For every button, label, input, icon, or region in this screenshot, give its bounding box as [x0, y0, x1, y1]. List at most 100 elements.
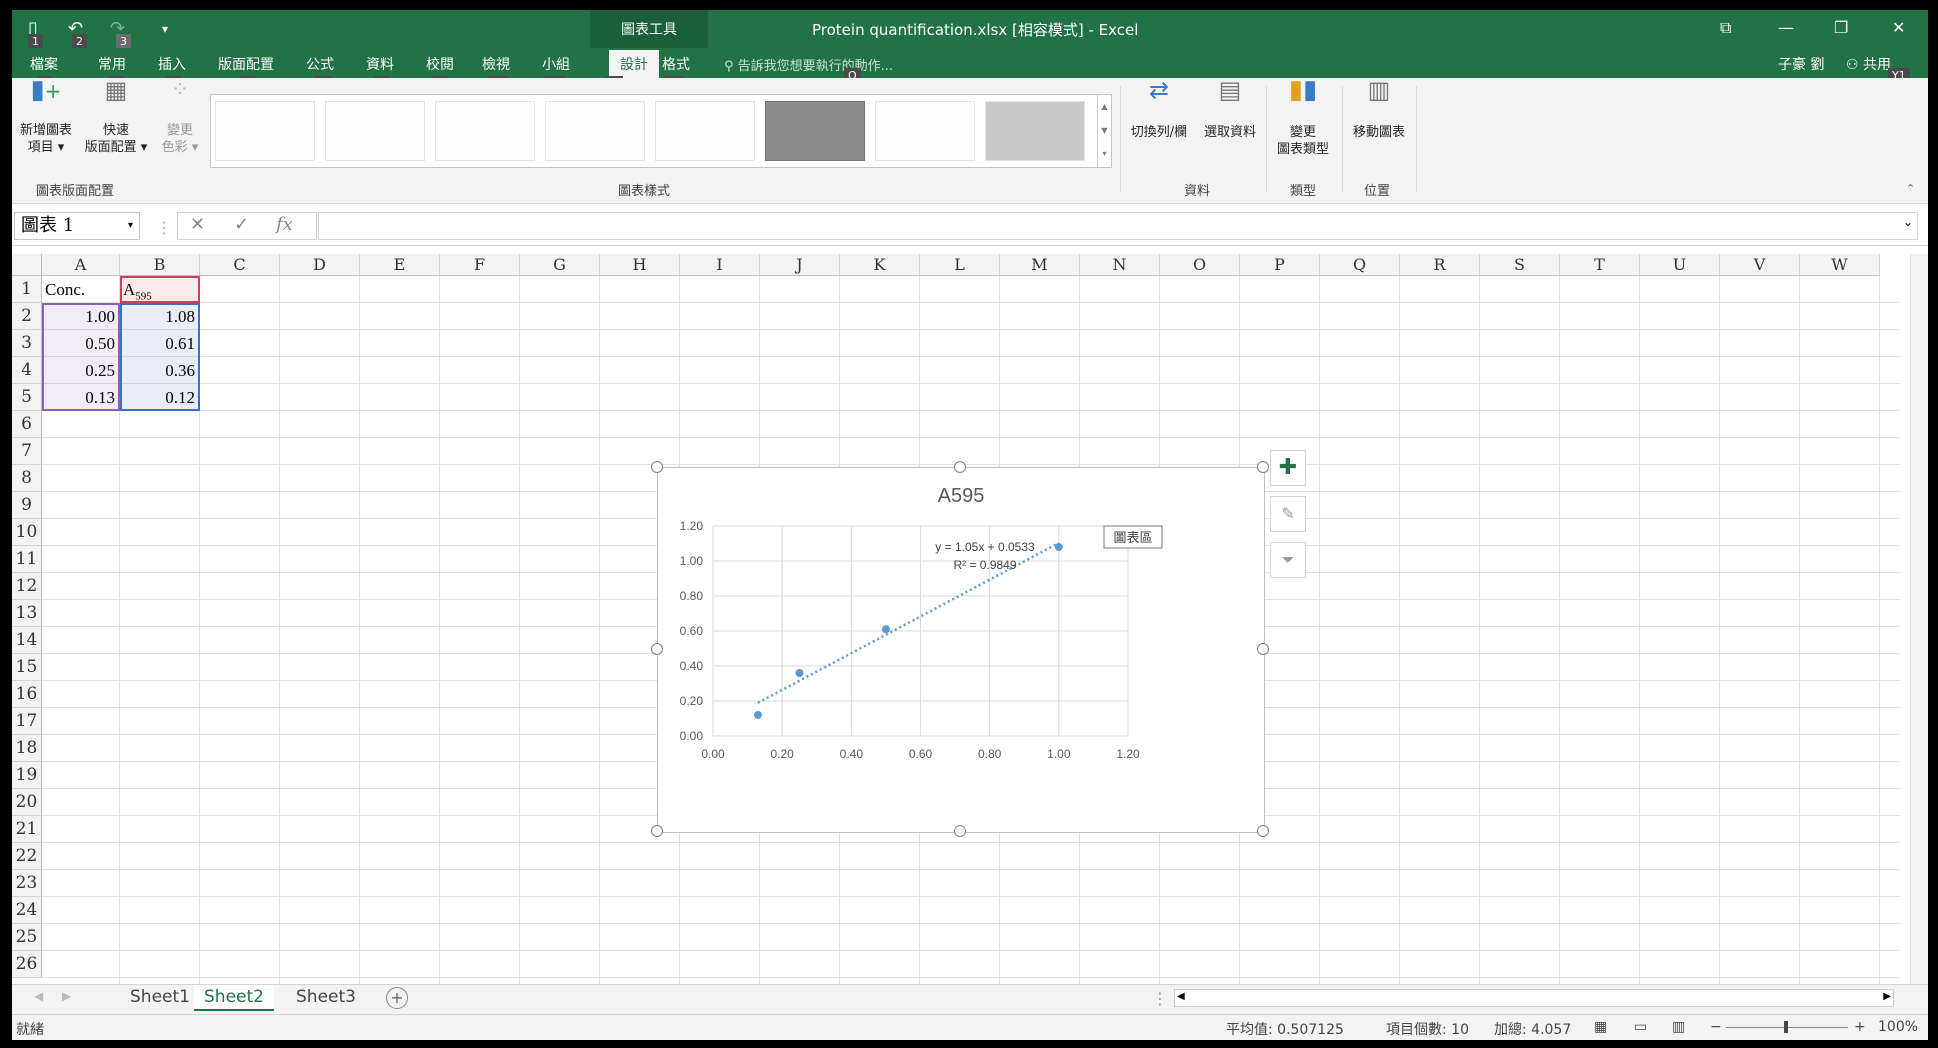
row-header-20[interactable]: 20: [12, 789, 42, 816]
minimize-icon[interactable]: —: [1778, 18, 1794, 37]
gallery-scroll[interactable]: ▲ ▼ ▾: [1097, 95, 1111, 167]
share-button[interactable]: ⚇ 共用: [1846, 54, 1891, 74]
row-header-21[interactable]: 21: [12, 816, 42, 843]
sheet-tab-1[interactable]: Sheet1: [130, 987, 190, 1007]
cell-B5[interactable]: 0.12: [165, 388, 195, 407]
chart-filters-button[interactable]: ⏷: [1270, 542, 1306, 578]
column-header-K[interactable]: K: [840, 254, 920, 276]
column-header-B[interactable]: B: [120, 254, 200, 276]
chart-elements-button[interactable]: ✚: [1270, 450, 1306, 486]
scroll-right-icon[interactable]: ▶: [1883, 991, 1891, 1002]
tab-page-layout[interactable]: 版面配置: [218, 57, 274, 73]
enter-icon[interactable]: ✓: [234, 214, 250, 235]
normal-view-icon[interactable]: ▦: [1594, 1019, 1608, 1035]
name-box[interactable]: 圖表 1 ▾: [14, 212, 140, 240]
row-header-4[interactable]: 4: [12, 357, 42, 384]
row-header-25[interactable]: 25: [12, 924, 42, 951]
column-header-F[interactable]: F: [440, 254, 520, 276]
change-chart-type-button[interactable]: ▮▮ 變更 圖表類型: [1270, 77, 1336, 158]
tab-splitter-icon[interactable]: ⋮: [1152, 989, 1168, 1008]
chart-style-7[interactable]: [875, 101, 975, 161]
chart-object[interactable]: A595 0.00 0.20 0.40 0.60 0.80 1.00 1.20 0.00 0.20…: [657, 467, 1265, 833]
next-sheet-icon[interactable]: ▶: [62, 989, 72, 1003]
chart-style-2[interactable]: [325, 101, 425, 161]
cell-B2[interactable]: 1.08: [165, 307, 195, 326]
row-header-15[interactable]: 15: [12, 654, 42, 681]
row-header-2[interactable]: 2: [12, 303, 42, 330]
zoom-out-icon[interactable]: −: [1710, 1019, 1722, 1035]
column-header-C[interactable]: C: [200, 254, 280, 276]
zoom-level[interactable]: 100%: [1878, 1019, 1919, 1035]
prev-sheet-icon[interactable]: ◀: [34, 989, 44, 1003]
resize-handle[interactable]: [1257, 461, 1269, 473]
cell-B3[interactable]: 0.61: [165, 334, 195, 353]
horizontal-scrollbar[interactable]: ◀ ▶: [1174, 989, 1894, 1007]
zoom-slider[interactable]: [1726, 1021, 1848, 1033]
row-header-7[interactable]: 7: [12, 438, 42, 465]
redo-icon[interactable]: ↷: [110, 18, 126, 39]
row-header-14[interactable]: 14: [12, 627, 42, 654]
column-header-V[interactable]: V: [1720, 254, 1800, 276]
row-header-5[interactable]: 5: [12, 384, 42, 411]
column-header-U[interactable]: U: [1640, 254, 1720, 276]
tell-me-search[interactable]: ⚲ 告訴我您想要執行的動作...: [724, 59, 894, 74]
row-header-23[interactable]: 23: [12, 870, 42, 897]
tab-review[interactable]: 校閱: [426, 57, 454, 73]
tab-data[interactable]: 資料: [366, 57, 394, 73]
quick-layout-button[interactable]: ▦ 快速 版面配置 ▾: [80, 78, 152, 156]
zoom-thumb[interactable]: [1784, 1021, 1788, 1033]
tab-team[interactable]: 小組: [542, 57, 570, 73]
formula-input[interactable]: ⌄: [318, 212, 1918, 240]
cell-A4[interactable]: 0.25: [85, 361, 115, 380]
gallery-down-icon[interactable]: ▼: [1101, 126, 1108, 135]
page-layout-view-icon[interactable]: ▭: [1634, 1019, 1648, 1035]
sheet-tab-3[interactable]: Sheet3: [296, 987, 356, 1007]
row-header-1[interactable]: 1: [12, 276, 42, 303]
row-header-22[interactable]: 22: [12, 843, 42, 870]
cell-A1[interactable]: Conc.: [45, 280, 86, 299]
cell-B1[interactable]: A595: [123, 278, 195, 308]
sheet-tab-2[interactable]: Sheet2: [194, 985, 274, 1011]
row-header-9[interactable]: 9: [12, 492, 42, 519]
resize-handle[interactable]: [651, 643, 663, 655]
name-box-dropdown-icon[interactable]: ▾: [127, 220, 133, 231]
undo-icon[interactable]: ↶: [68, 18, 84, 39]
row-header-19[interactable]: 19: [12, 762, 42, 789]
select-all-corner[interactable]: [12, 254, 42, 276]
column-header-G[interactable]: G: [520, 254, 600, 276]
chart-style-6[interactable]: [765, 101, 865, 161]
tab-formulas[interactable]: 公式: [306, 57, 334, 73]
add-sheet-icon[interactable]: +: [386, 987, 408, 1009]
resize-handle[interactable]: [1257, 643, 1269, 655]
resize-handle[interactable]: [954, 461, 966, 473]
column-header-D[interactable]: D: [280, 254, 360, 276]
add-chart-element-button[interactable]: ▮+ 新增圖表 項目 ▾: [16, 77, 76, 156]
column-header-E[interactable]: E: [360, 254, 440, 276]
vertical-scrollbar[interactable]: [1910, 254, 1928, 984]
column-header-S[interactable]: S: [1480, 254, 1560, 276]
row-header-26[interactable]: 26: [12, 951, 42, 978]
row-header-17[interactable]: 17: [12, 708, 42, 735]
collapse-ribbon-icon[interactable]: ⌃: [1906, 182, 1916, 195]
cell-B4[interactable]: 0.36: [165, 361, 195, 380]
page-break-view-icon[interactable]: ▥: [1672, 1019, 1686, 1035]
close-icon[interactable]: ✕: [1892, 18, 1906, 37]
resize-handle[interactable]: [651, 825, 663, 837]
column-header-T[interactable]: T: [1560, 254, 1640, 276]
chart-style-5[interactable]: [655, 101, 755, 161]
cell-A3[interactable]: 0.50: [85, 334, 115, 353]
cell-A2[interactable]: 1.00: [85, 307, 115, 326]
scroll-left-icon[interactable]: ◀: [1177, 991, 1185, 1002]
row-header-6[interactable]: 6: [12, 411, 42, 438]
tab-design[interactable]: 設計: [609, 50, 659, 78]
column-header-H[interactable]: H: [600, 254, 680, 276]
expand-formula-icon[interactable]: ⌄: [1902, 215, 1913, 229]
chart-style-1[interactable]: [215, 101, 315, 161]
select-data-button[interactable]: ▤ 選取資料: [1198, 78, 1262, 141]
row-header-10[interactable]: 10: [12, 519, 42, 546]
cell-A5[interactable]: 0.13: [85, 388, 115, 407]
user-name[interactable]: 子豪 劉: [1778, 57, 1825, 73]
column-header-P[interactable]: P: [1240, 254, 1320, 276]
row-header-13[interactable]: 13: [12, 600, 42, 627]
column-header-L[interactable]: L: [920, 254, 1000, 276]
